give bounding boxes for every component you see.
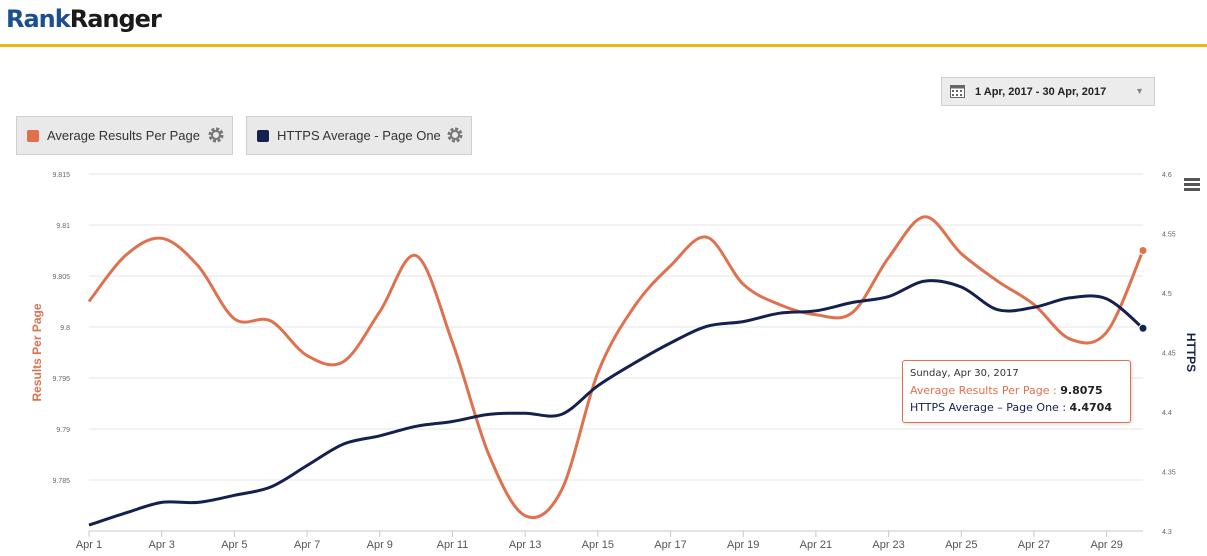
gear-icon[interactable] <box>447 127 463 143</box>
x-tick-label: Apr 17 <box>654 539 686 551</box>
x-tick-label: Apr 21 <box>800 539 832 551</box>
chart-menu-icon[interactable] <box>1184 178 1200 192</box>
x-tick-label: Apr 3 <box>149 539 175 551</box>
legend-item-average-results[interactable]: Average Results Per Page <box>16 116 233 155</box>
tooltip-value: 9.8075 <box>1060 384 1103 397</box>
x-tick-label: Apr 29 <box>1090 539 1122 551</box>
tooltip-row-https-average: HTTPS Average – Page One : 4.4704 <box>910 401 1112 414</box>
x-tick-label: Apr 9 <box>367 539 393 551</box>
y2-tick-label: 4.4 <box>1162 410 1172 417</box>
y-tick-label: 9.785 <box>52 478 70 485</box>
date-range-label: 1 Apr, 2017 - 30 Apr, 2017 <box>975 86 1107 98</box>
y-tick-label: 9.79 <box>56 427 70 434</box>
y2-tick-label: 4.45 <box>1162 351 1176 358</box>
y-tick-label: 9.815 <box>52 172 70 179</box>
tooltip-row-average-results: Average Results Per Page : 9.8075 <box>910 384 1103 397</box>
tooltip-label: HTTPS Average – Page One <box>910 401 1059 414</box>
data-point-https-average <box>1138 323 1148 333</box>
chart-tooltip: Sunday, Apr 30, 2017 Average Results Per… <box>902 360 1131 423</box>
x-tick-label: Apr 5 <box>221 539 247 551</box>
x-tick-label: Apr 1 <box>76 539 102 551</box>
legend-swatch-average-results <box>27 130 39 142</box>
x-tick-label: Apr 7 <box>294 539 320 551</box>
legend-label-https-average: HTTPS Average - Page One <box>277 128 441 143</box>
x-tick-label: Apr 11 <box>437 539 469 551</box>
legend-swatch-https-average <box>257 130 269 142</box>
y-tick-label: 9.81 <box>56 223 70 230</box>
logo-part-ranger: Ranger <box>69 5 162 33</box>
y-axis-title: Results Per Page <box>30 303 44 401</box>
y2-axis-title: HTTPS <box>1184 333 1198 372</box>
legend-item-https-average[interactable]: HTTPS Average - Page One <box>246 116 472 155</box>
line-chart: 9.785 9.79 9.795 9.8 9.805 9.81 9.815 4.3 4.35 4.… <box>30 172 1198 551</box>
y2-tick-label: 4.6 <box>1162 172 1172 179</box>
y2-tick-label: 4.5 <box>1162 291 1172 298</box>
rankranger-logo[interactable]: RankRanger <box>6 4 162 34</box>
tooltip-date: Sunday, Apr 30, 2017 <box>910 368 1019 379</box>
data-point-average-results <box>1138 246 1148 255</box>
date-range-picker[interactable]: 1 Apr, 2017 - 30 Apr, 2017 ▼ <box>941 77 1155 106</box>
gear-icon[interactable] <box>208 127 224 143</box>
logo-part-rank: Rank <box>6 5 71 33</box>
chevron-down-icon: ▼ <box>1135 86 1144 96</box>
legend-label-average-results: Average Results Per Page <box>47 128 200 143</box>
x-tick-label: Apr 25 <box>945 539 977 551</box>
x-tick-label: Apr 27 <box>1018 539 1050 551</box>
tooltip-label: Average Results Per Page <box>910 384 1050 397</box>
y-tick-label: 9.795 <box>52 376 70 383</box>
x-tick-label: Apr 13 <box>509 539 541 551</box>
calendar-icon <box>950 85 965 98</box>
tooltip-value: 4.4704 <box>1069 401 1112 414</box>
app-header: RankRanger <box>0 0 1207 47</box>
y2-tick-label: 4.35 <box>1162 470 1176 477</box>
x-tick-label: Apr 19 <box>727 539 759 551</box>
y2-tick-label: 4.3 <box>1162 529 1172 536</box>
x-tick-label: Apr 15 <box>582 539 614 551</box>
y-tick-label: 9.805 <box>52 274 70 281</box>
x-tick-label: Apr 23 <box>872 539 904 551</box>
y-tick-label: 9.8 <box>60 325 70 332</box>
series-line-average-results <box>87 215 1145 520</box>
y2-tick-label: 4.55 <box>1162 232 1176 239</box>
series-line-https-average <box>88 279 1144 527</box>
